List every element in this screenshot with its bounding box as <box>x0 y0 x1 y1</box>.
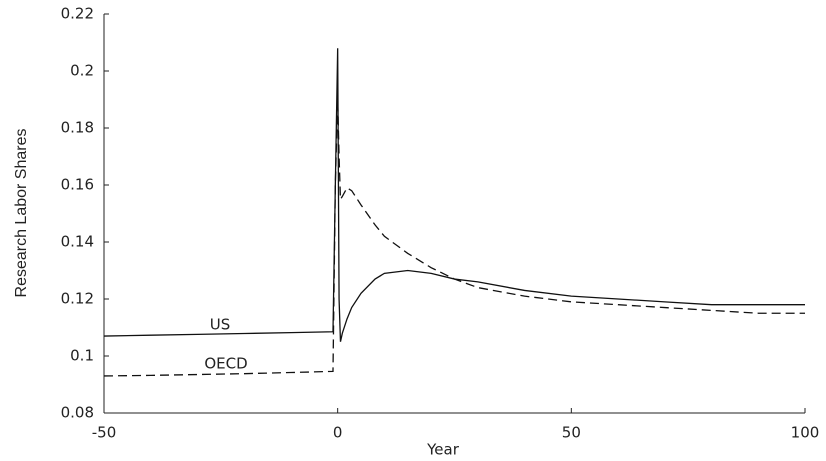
y-tick-label: 0.22 <box>61 5 94 23</box>
y-tick-label: 0.12 <box>61 290 94 308</box>
annotation: US <box>210 316 231 334</box>
x-tick-label: 50 <box>562 424 581 442</box>
x-axis-label: Year <box>426 441 460 459</box>
x-tick-label: 100 <box>791 424 820 442</box>
y-tick-label: 0.08 <box>61 404 94 422</box>
annotation: OECD <box>204 355 247 373</box>
series-line <box>103 99 805 377</box>
y-tick-label: 0.18 <box>61 119 94 137</box>
y-tick-label: 0.16 <box>61 176 94 194</box>
x-tick-label: -50 <box>92 424 117 442</box>
y-axis-label: Research Labor Shares <box>13 129 30 298</box>
y-tick-label: 0.1 <box>70 347 94 365</box>
series-line <box>103 48 805 342</box>
x-tick-label: 0 <box>333 424 343 442</box>
y-tick-label: 0.14 <box>61 233 94 251</box>
y-tick-label: 0.2 <box>70 62 94 80</box>
